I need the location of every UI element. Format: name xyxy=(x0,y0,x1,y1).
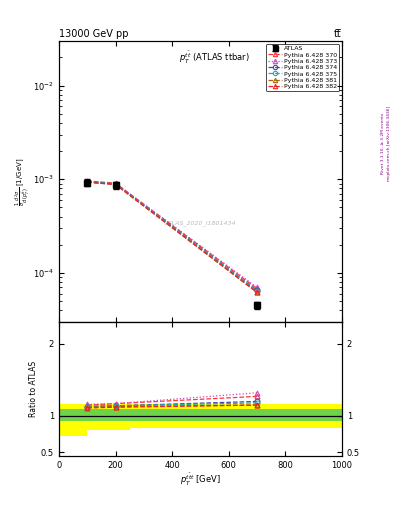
Pythia 6.428 374 xyxy=(85,179,90,185)
Line: Pythia 6.428 375: Pythia 6.428 375 xyxy=(85,179,259,293)
Pythia 6.428 373 xyxy=(113,181,118,187)
Y-axis label: Ratio to ATLAS: Ratio to ATLAS xyxy=(29,361,38,417)
Pythia 6.428 382 xyxy=(85,179,90,185)
Text: Rivet 3.1.10, ≥ 3.2M events: Rivet 3.1.10, ≥ 3.2M events xyxy=(381,113,385,174)
Pythia 6.428 382 xyxy=(113,181,118,187)
Line: Pythia 6.428 381: Pythia 6.428 381 xyxy=(85,180,259,295)
Pythia 6.428 373 xyxy=(85,178,90,184)
Text: $p_T^{t\bar{t}}$ (ATLAS ttbar): $p_T^{t\bar{t}}$ (ATLAS ttbar) xyxy=(179,49,250,66)
Text: tt̅: tt̅ xyxy=(334,29,342,39)
Pythia 6.428 382 xyxy=(255,289,259,295)
Line: Pythia 6.428 374: Pythia 6.428 374 xyxy=(85,179,259,293)
Line: Pythia 6.428 370: Pythia 6.428 370 xyxy=(85,179,259,291)
X-axis label: $p^{t\bar{t}t}_{T}$ [GeV]: $p^{t\bar{t}t}_{T}$ [GeV] xyxy=(180,472,221,488)
Text: 13000 GeV pp: 13000 GeV pp xyxy=(59,29,129,39)
Pythia 6.428 375 xyxy=(85,179,90,185)
Pythia 6.428 370 xyxy=(255,286,259,292)
Y-axis label: $\frac{1}{\sigma}\frac{d^2\sigma}{d(p_T^{t\bar{t}})}$ [1/GeV]: $\frac{1}{\sigma}\frac{d^2\sigma}{d(p_T^… xyxy=(13,157,31,206)
Pythia 6.428 375 xyxy=(255,288,259,294)
Text: ATLAS_2020_I1801434: ATLAS_2020_I1801434 xyxy=(165,221,236,226)
Pythia 6.428 374 xyxy=(113,181,118,187)
Pythia 6.428 370 xyxy=(113,180,118,186)
Legend: ATLAS, Pythia 6.428 370, Pythia 6.428 373, Pythia 6.428 374, Pythia 6.428 375, P: ATLAS, Pythia 6.428 370, Pythia 6.428 37… xyxy=(266,44,339,91)
Line: Pythia 6.428 373: Pythia 6.428 373 xyxy=(85,179,259,290)
Pythia 6.428 375 xyxy=(113,181,118,187)
Bar xyxy=(59,409,342,421)
Pythia 6.428 381 xyxy=(255,289,259,295)
Pythia 6.428 373 xyxy=(255,284,259,290)
Pythia 6.428 370 xyxy=(85,178,90,184)
Line: Pythia 6.428 382: Pythia 6.428 382 xyxy=(85,180,259,295)
Text: mcplots.cern.ch [arXiv:1306.3436]: mcplots.cern.ch [arXiv:1306.3436] xyxy=(387,106,391,181)
Pythia 6.428 381 xyxy=(113,181,118,187)
Pythia 6.428 374 xyxy=(255,287,259,293)
Pythia 6.428 381 xyxy=(85,179,90,185)
